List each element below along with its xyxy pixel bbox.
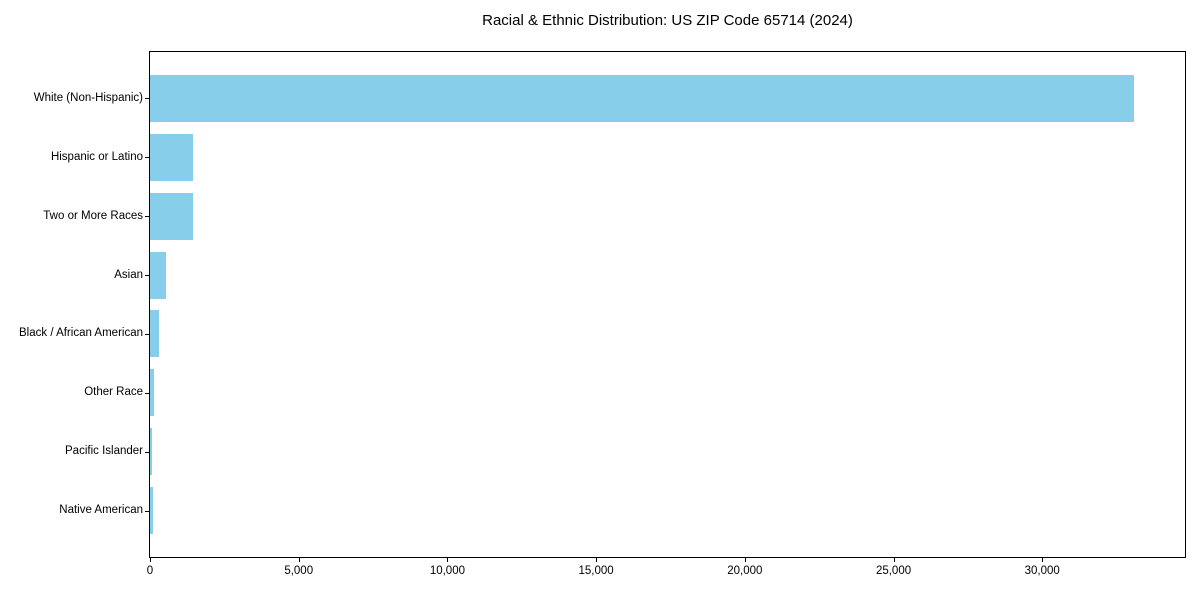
y-tick-mark: [145, 275, 149, 277]
bar: [150, 74, 1135, 123]
bar: [150, 133, 193, 181]
plot-area: [149, 51, 1186, 558]
x-tick-label: 0: [146, 565, 154, 577]
x-tick-mark: [298, 558, 300, 562]
bar: [150, 192, 193, 240]
x-tick-mark: [893, 558, 895, 562]
category-label: Two or More Races: [43, 209, 143, 222]
x-tick-label: 25,000: [875, 565, 912, 577]
x-tick-label: 30,000: [1024, 565, 1060, 577]
category-label: Other Race: [84, 386, 143, 399]
category-label: Native American: [59, 504, 143, 516]
bar: [150, 428, 152, 476]
bar: [150, 310, 159, 358]
category-label: Asian: [114, 268, 143, 281]
x-tick-label: 15,000: [578, 565, 614, 577]
x-tick-mark: [596, 558, 598, 562]
x-tick-mark: [447, 558, 449, 562]
chart-title: Racial & Ethnic Distribution: US ZIP Cod…: [482, 12, 853, 29]
y-tick-mark: [145, 157, 149, 159]
y-tick-mark: [145, 392, 149, 394]
y-tick-mark: [145, 98, 149, 100]
x-tick-mark: [1042, 558, 1044, 562]
category-label: White (Non-Hispanic): [33, 91, 143, 104]
y-tick-mark: [145, 333, 149, 335]
category-label: Hispanic or Latino: [50, 150, 143, 163]
x-tick-label: 20,000: [727, 565, 763, 577]
category-label: Pacific Islander: [65, 445, 143, 458]
bar: [150, 251, 167, 299]
y-tick-mark: [145, 451, 149, 453]
y-tick-mark: [145, 510, 149, 512]
bar: [150, 369, 155, 417]
y-tick-mark: [145, 216, 149, 218]
x-tick-mark: [744, 558, 746, 562]
x-tick-label: 10,000: [429, 565, 465, 577]
x-tick-label: 5,000: [284, 565, 314, 577]
bar: [150, 486, 153, 535]
x-tick-mark: [150, 558, 151, 562]
category-label: Black / African American: [19, 327, 143, 340]
